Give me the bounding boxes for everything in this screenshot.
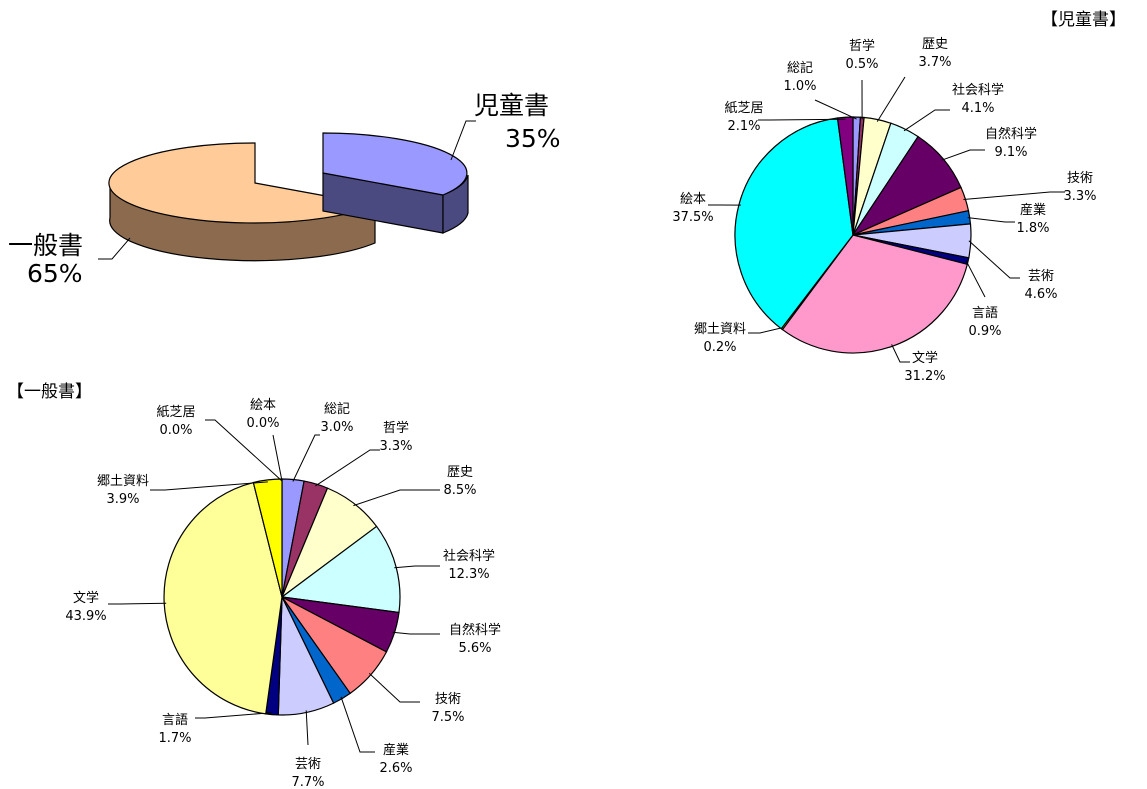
leader-line-language bbox=[195, 712, 273, 719]
leader-line-general-works bbox=[814, 99, 857, 120]
leader-line-kamishibai bbox=[758, 118, 846, 121]
data-label-philosophy: 3.3% bbox=[379, 439, 412, 454]
value-general: 65% bbox=[27, 259, 83, 288]
data-label-language: 1.7% bbox=[158, 731, 191, 746]
category-label-picture-books: 絵本 bbox=[680, 192, 706, 207]
category-label-general-works: 総記 bbox=[324, 401, 350, 417]
data-label-natural-sciences: 9.1% bbox=[994, 145, 1027, 160]
leader-line-philosophy bbox=[315, 449, 380, 487]
leader-line-industry bbox=[340, 696, 375, 753]
leader-line-technology bbox=[368, 673, 420, 703]
data-label-industry: 2.6% bbox=[379, 761, 412, 776]
data-label-social-sciences: 4.1% bbox=[961, 101, 994, 116]
category-label-natural-sciences: 自然科学 bbox=[449, 622, 501, 638]
data-label-technology: 3.3% bbox=[1063, 189, 1096, 204]
children-pie: 総記 1.0% 哲学 0.5% 歴史 3.7%社会科学 4.1% 自然科学 9.1% 技術 3.3%… bbox=[672, 37, 1096, 384]
data-label-literature: 43.9% bbox=[65, 609, 106, 624]
category-label-industry: 産業 bbox=[383, 742, 409, 758]
leader-line-history bbox=[876, 76, 906, 122]
data-label-social-sciences: 12.3% bbox=[448, 567, 489, 582]
data-label-picture-books: 37.5% bbox=[672, 210, 713, 225]
category-label-literature: 文学 bbox=[912, 350, 938, 366]
leader-line-industry bbox=[967, 217, 1015, 223]
leader-line-literature bbox=[108, 602, 167, 605]
data-label-general-works: 1.0% bbox=[783, 79, 816, 94]
data-label-arts: 7.7% bbox=[291, 775, 324, 789]
category-label-philosophy: 哲学 bbox=[383, 420, 409, 436]
data-label-natural-sciences: 5.6% bbox=[458, 641, 491, 656]
data-label-literature: 31.2% bbox=[904, 369, 945, 384]
label-general: 一般書 bbox=[8, 231, 83, 260]
leader-line-technology bbox=[963, 191, 1065, 200]
category-label-kamishibai: 紙芝居 bbox=[724, 100, 763, 116]
leader-line-arts bbox=[305, 710, 309, 746]
data-label-kamishibai: 2.1% bbox=[727, 119, 760, 134]
pie-slice-children bbox=[322, 132, 468, 196]
data-label-local-materials: 3.9% bbox=[106, 492, 139, 507]
pie-slice-kamishibai bbox=[836, 116, 854, 236]
leader-line-natural-sciences bbox=[392, 631, 440, 635]
category-label-philosophy: 哲学 bbox=[849, 38, 875, 54]
data-label-industry: 1.8% bbox=[1016, 221, 1049, 236]
category-label-picture-books: 絵本 bbox=[250, 398, 276, 413]
category-label-general-works: 総記 bbox=[787, 60, 813, 76]
leader-line-local-materials bbox=[748, 327, 784, 334]
general-pie: 総記 3.0% 哲学 3.3% 歴史 8.5% 社会科学 12.3% 自然科学 5.6% 技術 7.5… bbox=[65, 398, 501, 789]
value-children: 35% bbox=[505, 124, 561, 153]
data-label-arts: 4.6% bbox=[1024, 287, 1057, 302]
leader-line-social-sciences bbox=[903, 109, 950, 132]
leader-line-picture-books bbox=[272, 434, 283, 482]
leader-line-children bbox=[450, 120, 476, 161]
leader-line-literature bbox=[891, 344, 910, 363]
pie-slice-general bbox=[108, 142, 378, 224]
category-label-social-sciences: 社会科学 bbox=[952, 82, 1004, 98]
data-label-history: 3.7% bbox=[918, 55, 951, 70]
category-label-language: 言語 bbox=[162, 712, 188, 728]
leader-line-history bbox=[353, 489, 440, 507]
category-label-local-materials: 郷土資料 bbox=[97, 474, 149, 489]
category-label-natural-sciences: 自然科学 bbox=[985, 126, 1037, 142]
leader-line-social-sciences bbox=[394, 565, 440, 569]
category-label-social-sciences: 社会科学 bbox=[443, 548, 495, 564]
chart-title-general: 【一般書】 bbox=[7, 382, 92, 402]
category-label-kamishibai: 紙芝居 bbox=[156, 404, 195, 420]
label-children: 児童書 bbox=[474, 91, 549, 120]
data-label-history: 8.5% bbox=[443, 483, 476, 498]
leader-line-general bbox=[98, 237, 131, 260]
category-label-language: 言語 bbox=[972, 305, 998, 321]
category-label-literature: 文学 bbox=[73, 590, 99, 606]
leader-line-local-materials bbox=[150, 481, 268, 491]
data-label-local-materials: 0.2% bbox=[703, 340, 736, 355]
data-label-philosophy: 0.5% bbox=[845, 57, 878, 72]
category-label-technology: 技術 bbox=[435, 692, 461, 707]
leader-line-arts bbox=[968, 240, 1020, 279]
category-label-history: 歴史 bbox=[447, 465, 473, 480]
data-label-language: 0.9% bbox=[968, 324, 1001, 339]
category-label-history: 歴史 bbox=[922, 37, 948, 52]
category-label-arts: 芸術 bbox=[295, 756, 321, 772]
leader-line-natural-sciences bbox=[941, 149, 985, 161]
overview-3d-pie: 児童書 35% 一般書 65% bbox=[8, 91, 561, 288]
chart-title-children: 【児童書】 bbox=[1041, 10, 1126, 30]
data-label-general-works: 3.0% bbox=[320, 420, 353, 435]
category-label-arts: 芸術 bbox=[1028, 268, 1054, 284]
data-label-technology: 7.5% bbox=[431, 710, 464, 725]
category-label-local-materials: 郷土資料 bbox=[694, 322, 746, 337]
data-label-picture-books: 0.0% bbox=[246, 416, 279, 431]
leader-line-general-works bbox=[292, 434, 320, 482]
data-label-kamishibai: 0.0% bbox=[159, 423, 192, 438]
leader-line-language bbox=[965, 260, 986, 298]
category-label-technology: 技術 bbox=[1067, 171, 1093, 186]
leader-line-kamishibai bbox=[205, 419, 283, 482]
category-label-industry: 産業 bbox=[1020, 202, 1046, 218]
